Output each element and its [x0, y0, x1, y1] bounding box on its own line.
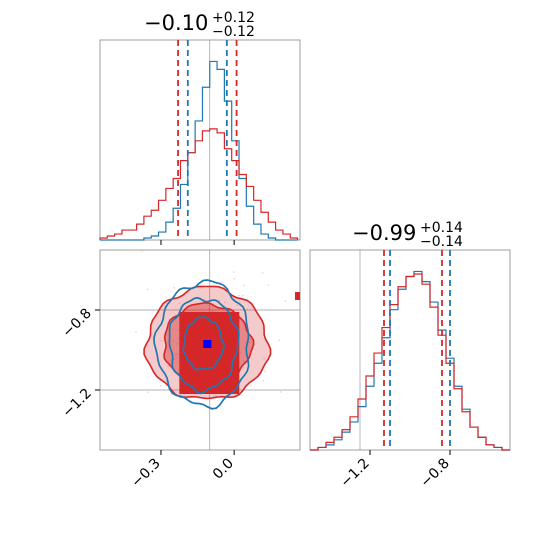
- hist-1-content: [310, 250, 510, 451]
- joint-sample-point: [262, 379, 265, 382]
- joint-sample-point: [176, 360, 179, 363]
- hist-1-series-blue: [310, 270, 510, 451]
- hist-1-panel: −0.99 +0.14 −0.14: [309, 220, 511, 451]
- joint-sample-point: [330, 331, 332, 333]
- hist-0-title-main: −0.10: [144, 11, 208, 35]
- joint-sample-point: [146, 288, 149, 291]
- x0-tick-label: −0.3: [128, 456, 163, 491]
- joint-contour-blue-1: [168, 296, 240, 395]
- hist-1-title-sup: +0.14: [420, 220, 463, 236]
- joint-sample-point: [233, 271, 235, 273]
- joint-panel: [99, 237, 332, 451]
- x1-tick-label: −1.2: [337, 456, 372, 491]
- joint-sample-point: [165, 333, 168, 336]
- joint-sample-point: [248, 341, 251, 344]
- joint-sample-point: [146, 391, 149, 394]
- hist-1-frame: [309, 249, 511, 451]
- joint-contour-blue-0: [182, 316, 225, 371]
- joint-sample-point: [218, 300, 221, 302]
- joint-sample-point: [221, 281, 223, 283]
- joint-center-marker: [203, 340, 212, 348]
- y1-tick-label: −1.2: [59, 386, 94, 421]
- joint-sample-point: [237, 294, 240, 297]
- hist-0-title-sup: +0.12: [212, 10, 255, 26]
- joint-sample-point: [263, 357, 265, 360]
- hist-1-title-sub: −0.14: [420, 234, 463, 250]
- hist-0-frame: [99, 39, 301, 241]
- hist-0-series-blue: [100, 60, 298, 241]
- joint-sample-point: [160, 384, 162, 387]
- joint-sample-point: [241, 294, 244, 297]
- joint-sample-point: [224, 301, 226, 304]
- joint-sample-point: [190, 237, 192, 239]
- joint-outlier-marker: [295, 292, 300, 300]
- joint-sample-point: [207, 307, 210, 310]
- joint-sample-point: [211, 310, 214, 313]
- joint-core-fill: [179, 312, 240, 394]
- joint-sample-point: [177, 329, 179, 331]
- y1-tick-label: −0.8: [59, 306, 94, 341]
- x0-tick-label: 0.0: [210, 456, 237, 483]
- joint-sample-point: [176, 357, 179, 359]
- joint-sample-point: [267, 284, 270, 286]
- joint-sample-point: [173, 287, 176, 289]
- joint-contour-blue-2: [153, 279, 250, 410]
- hist-0-panel: −0.10 +0.12 −0.12: [99, 10, 301, 241]
- joint-sample-point: [278, 339, 281, 342]
- joint-sample-point: [160, 339, 162, 342]
- joint-sample-point: [246, 308, 249, 311]
- joint-sample-point: [233, 277, 236, 280]
- joint-sample-point: [284, 300, 287, 302]
- hist-0-title-sub: −0.12: [212, 24, 255, 40]
- hist-0-series-red: [99, 128, 299, 240]
- joint-inner: [100, 237, 332, 450]
- joint-sample-point: [261, 272, 264, 274]
- joint-content: [100, 237, 332, 450]
- hist-1-title-main: −0.99: [352, 221, 416, 245]
- hist-1-series-red: [310, 273, 510, 451]
- x1-tick-label: −0.8: [417, 456, 452, 491]
- joint-sample-point: [176, 353, 179, 356]
- joint-sample-point: [236, 304, 239, 306]
- joint-sample-point: [243, 360, 245, 362]
- joint-sample-point: [178, 302, 181, 305]
- joint-sample-point: [175, 353, 177, 356]
- hist-0-content: [99, 40, 299, 241]
- joint-sample-point: [172, 340, 175, 342]
- joint-sample-point: [173, 358, 175, 361]
- joint-frame: [99, 249, 301, 451]
- joint-sample-point: [279, 391, 282, 393]
- joint-sample-point: [264, 370, 266, 373]
- joint-sample-point: [239, 351, 242, 354]
- joint-sample-point: [176, 342, 179, 345]
- joint-sample-point: [135, 331, 137, 333]
- joint-sample-point: [243, 284, 245, 287]
- joint-sample-point: [172, 328, 175, 331]
- joint-sample-point: [141, 250, 143, 252]
- joint-sample-point: [167, 365, 170, 367]
